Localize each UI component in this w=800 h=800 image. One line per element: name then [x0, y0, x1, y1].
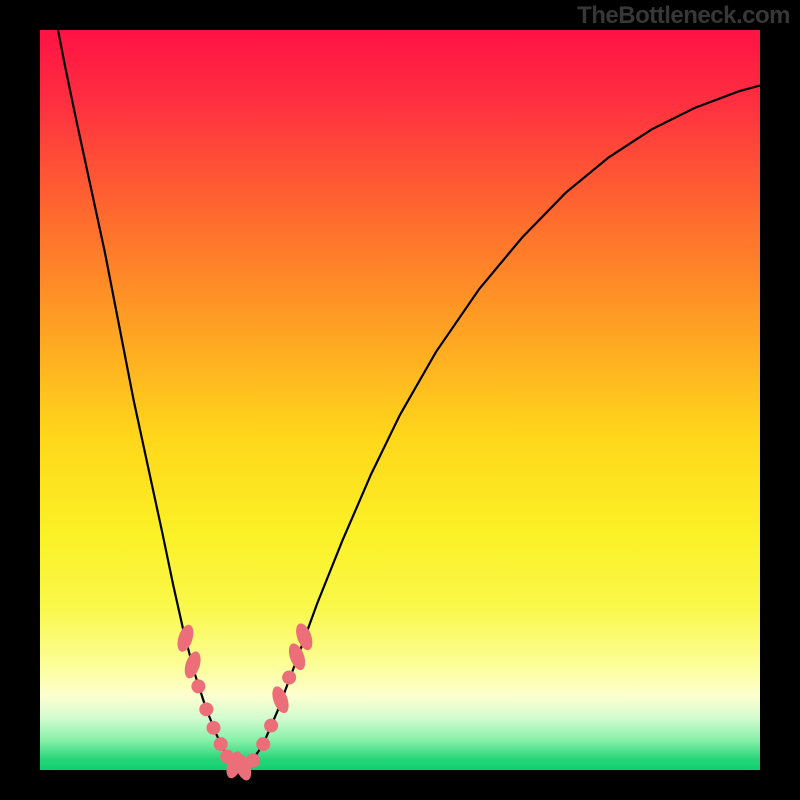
data-marker	[264, 719, 278, 733]
watermark-text: TheBottleneck.com	[577, 2, 790, 30]
data-marker	[282, 671, 296, 685]
data-marker	[214, 737, 228, 751]
data-marker	[256, 737, 270, 751]
bottleneck-chart	[0, 0, 800, 800]
data-marker	[191, 679, 205, 693]
data-marker	[207, 721, 221, 735]
data-marker	[246, 753, 260, 767]
data-marker	[199, 702, 213, 716]
plot-background	[40, 30, 760, 770]
